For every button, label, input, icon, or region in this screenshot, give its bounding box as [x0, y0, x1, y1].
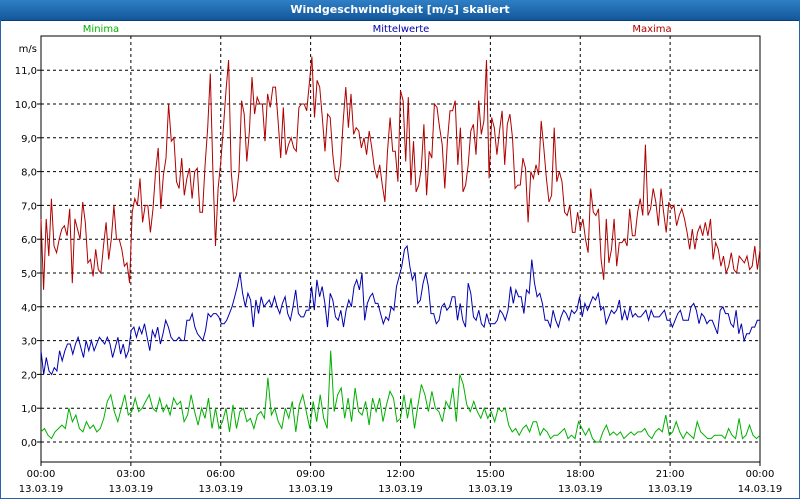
legend-minima: Minima	[83, 24, 119, 35]
x-tick-time-label: 09:00	[296, 469, 325, 480]
x-tick-time-label: 21:00	[656, 469, 685, 480]
y-tick-label: 2,0	[21, 370, 37, 381]
y-tick-label: 7,0	[21, 201, 37, 212]
x-tick-time-label: 00:00	[746, 469, 775, 480]
y-tick-label: 6,0	[21, 235, 37, 246]
x-tick-time-label: 12:00	[386, 469, 415, 480]
x-tick-date-label: 13.03.19	[198, 484, 243, 495]
legend-maxima: Maxima	[632, 24, 671, 35]
chart-frame: 0,0 1,0 2,0 3,0 4,0 5,0 6,0 7,0 8,0 9,0 10,0 11,0 m/…	[0, 20, 800, 499]
series-line-maxima	[40, 56, 761, 290]
y-tick-label: 10,0	[15, 100, 37, 111]
y-tick-label: 4,0	[21, 303, 37, 314]
x-tick-date-label: 13.03.19	[378, 484, 423, 495]
series-line-minima	[40, 350, 761, 443]
x-tick-date-label: 13.03.19	[288, 484, 333, 495]
window-title: Windgeschwindigkeit [m/s] skaliert	[0, 0, 800, 21]
legend-mittelwerte: Mittelwerte	[373, 24, 430, 35]
y-tick-label: 1,0	[21, 404, 37, 415]
y-tick-label: 9,0	[21, 134, 37, 145]
y-tick-label: 0,0	[21, 438, 37, 449]
x-tick-date-label: 14.03.19	[738, 484, 783, 495]
y-axis-unit: m/s	[19, 44, 37, 55]
x-tick-date-label: 13.03.19	[468, 484, 513, 495]
x-tick-time-label: 00:00	[27, 469, 56, 480]
x-tick-date-label: 13.03.19	[558, 484, 603, 495]
x-tick-time-label: 18:00	[566, 469, 595, 480]
y-tick-label: 5,0	[21, 269, 37, 280]
x-tick-time-label: 15:00	[476, 469, 505, 480]
x-tick-date-label: 13.03.19	[648, 484, 693, 495]
y-tick-label: 3,0	[21, 337, 37, 348]
series-line-mittelwerte	[40, 244, 760, 376]
x-tick-date-label: 13.03.19	[19, 484, 64, 495]
wind-speed-chart: 0,0 1,0 2,0 3,0 4,0 5,0 6,0 7,0 8,0 9,0 10,0 11,0 m/…	[15, 24, 783, 495]
y-tick-label: 11,0	[15, 66, 37, 77]
x-tick-time-label: 03:00	[116, 469, 145, 480]
x-tick-time-label: 06:00	[206, 469, 235, 480]
y-tick-label: 8,0	[21, 168, 37, 179]
x-tick-date-label: 13.03.19	[109, 484, 154, 495]
